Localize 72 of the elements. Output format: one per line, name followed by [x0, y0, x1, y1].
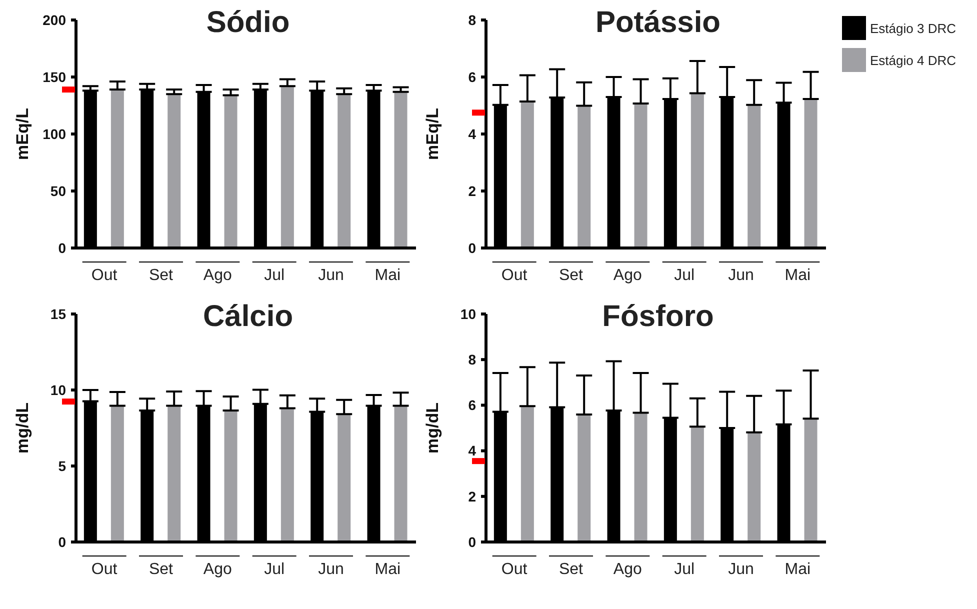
bar	[748, 104, 761, 248]
x-tick-label: Out	[91, 561, 118, 578]
x-tick-label: Mai	[374, 267, 401, 284]
bar	[690, 426, 704, 542]
y-tick-label: 8	[468, 352, 476, 368]
y-tick-label: 0	[58, 534, 66, 550]
bar	[748, 432, 761, 542]
x-tick-label: Ago	[613, 561, 642, 578]
x-tick-label: Jul	[264, 561, 285, 578]
x-tick-label: Set	[558, 267, 584, 284]
x-tick-label: Set	[148, 561, 174, 578]
x-tick-label: Set	[558, 561, 584, 578]
legend-label: Estágio 3 DRC	[870, 20, 956, 36]
x-tick-label: Ago	[203, 267, 232, 284]
y-tick-label: 2	[468, 182, 476, 199]
chart-title: Cálcio	[202, 300, 294, 334]
y-tick-label: 15	[50, 306, 66, 322]
bar	[804, 418, 818, 542]
x-tick-label: Out	[501, 561, 528, 578]
bar	[224, 95, 238, 248]
chart-title: Sódio	[205, 6, 291, 40]
bar	[168, 94, 181, 248]
y-tick-label: 150	[42, 68, 66, 85]
x-tick-label: Out	[501, 267, 528, 284]
y-tick-label: 0	[468, 534, 476, 550]
x-tick-label: Mai	[784, 267, 811, 284]
x-tick-label: Jun	[318, 561, 344, 578]
x-tick-label: Jun	[318, 267, 344, 284]
x-tick-label: Ago	[203, 561, 232, 578]
y-tick-label: 10	[460, 306, 476, 322]
bar	[280, 86, 294, 248]
bar	[110, 90, 124, 248]
y-axis-title: mg/dL	[13, 402, 32, 454]
bar	[394, 92, 408, 248]
bar	[338, 94, 351, 248]
x-tick-label: Jul	[674, 561, 695, 578]
chart-title: Potássio	[594, 6, 722, 40]
x-tick-label: Out	[91, 267, 118, 284]
y-tick-label: 6	[468, 68, 476, 85]
y-tick-label: 100	[42, 126, 66, 142]
bar	[520, 102, 534, 248]
y-tick-label: 5	[58, 458, 66, 474]
x-tick-label: Set	[148, 267, 174, 284]
x-tick-label: Jul	[674, 267, 695, 284]
x-tick-label: Jun	[728, 561, 754, 578]
x-tick-label: Jul	[264, 267, 285, 284]
bar	[634, 412, 648, 542]
chart-title: Fósforo	[601, 300, 715, 334]
y-tick-label: 2	[468, 488, 476, 504]
bar	[520, 406, 534, 542]
x-tick-label: Mai	[784, 561, 811, 578]
bar	[578, 106, 591, 248]
y-tick-label: 0	[468, 240, 476, 256]
y-tick-label: 50	[50, 182, 66, 199]
x-tick-label: Jun	[728, 267, 754, 284]
y-tick-label: 6	[468, 397, 476, 414]
bar	[804, 98, 818, 248]
y-tick-label: 4	[468, 442, 476, 459]
y-tick-label: 0	[58, 240, 66, 256]
y-axis-title: mEq/L	[13, 108, 32, 160]
x-tick-label: Ago	[613, 267, 642, 284]
y-tick-label: 10	[50, 382, 66, 398]
x-tick-label: Mai	[374, 561, 401, 578]
y-tick-label: 4	[468, 126, 476, 142]
bar	[634, 104, 648, 248]
bar	[690, 93, 704, 248]
y-axis-title: mg/dL	[423, 402, 442, 454]
y-axis-title: mEq/L	[423, 108, 442, 160]
y-tick-label: 200	[42, 12, 66, 28]
legend-label: Estágio 4 DRC	[870, 52, 956, 68]
y-tick-label: 8	[468, 12, 476, 28]
bar	[578, 414, 591, 542]
